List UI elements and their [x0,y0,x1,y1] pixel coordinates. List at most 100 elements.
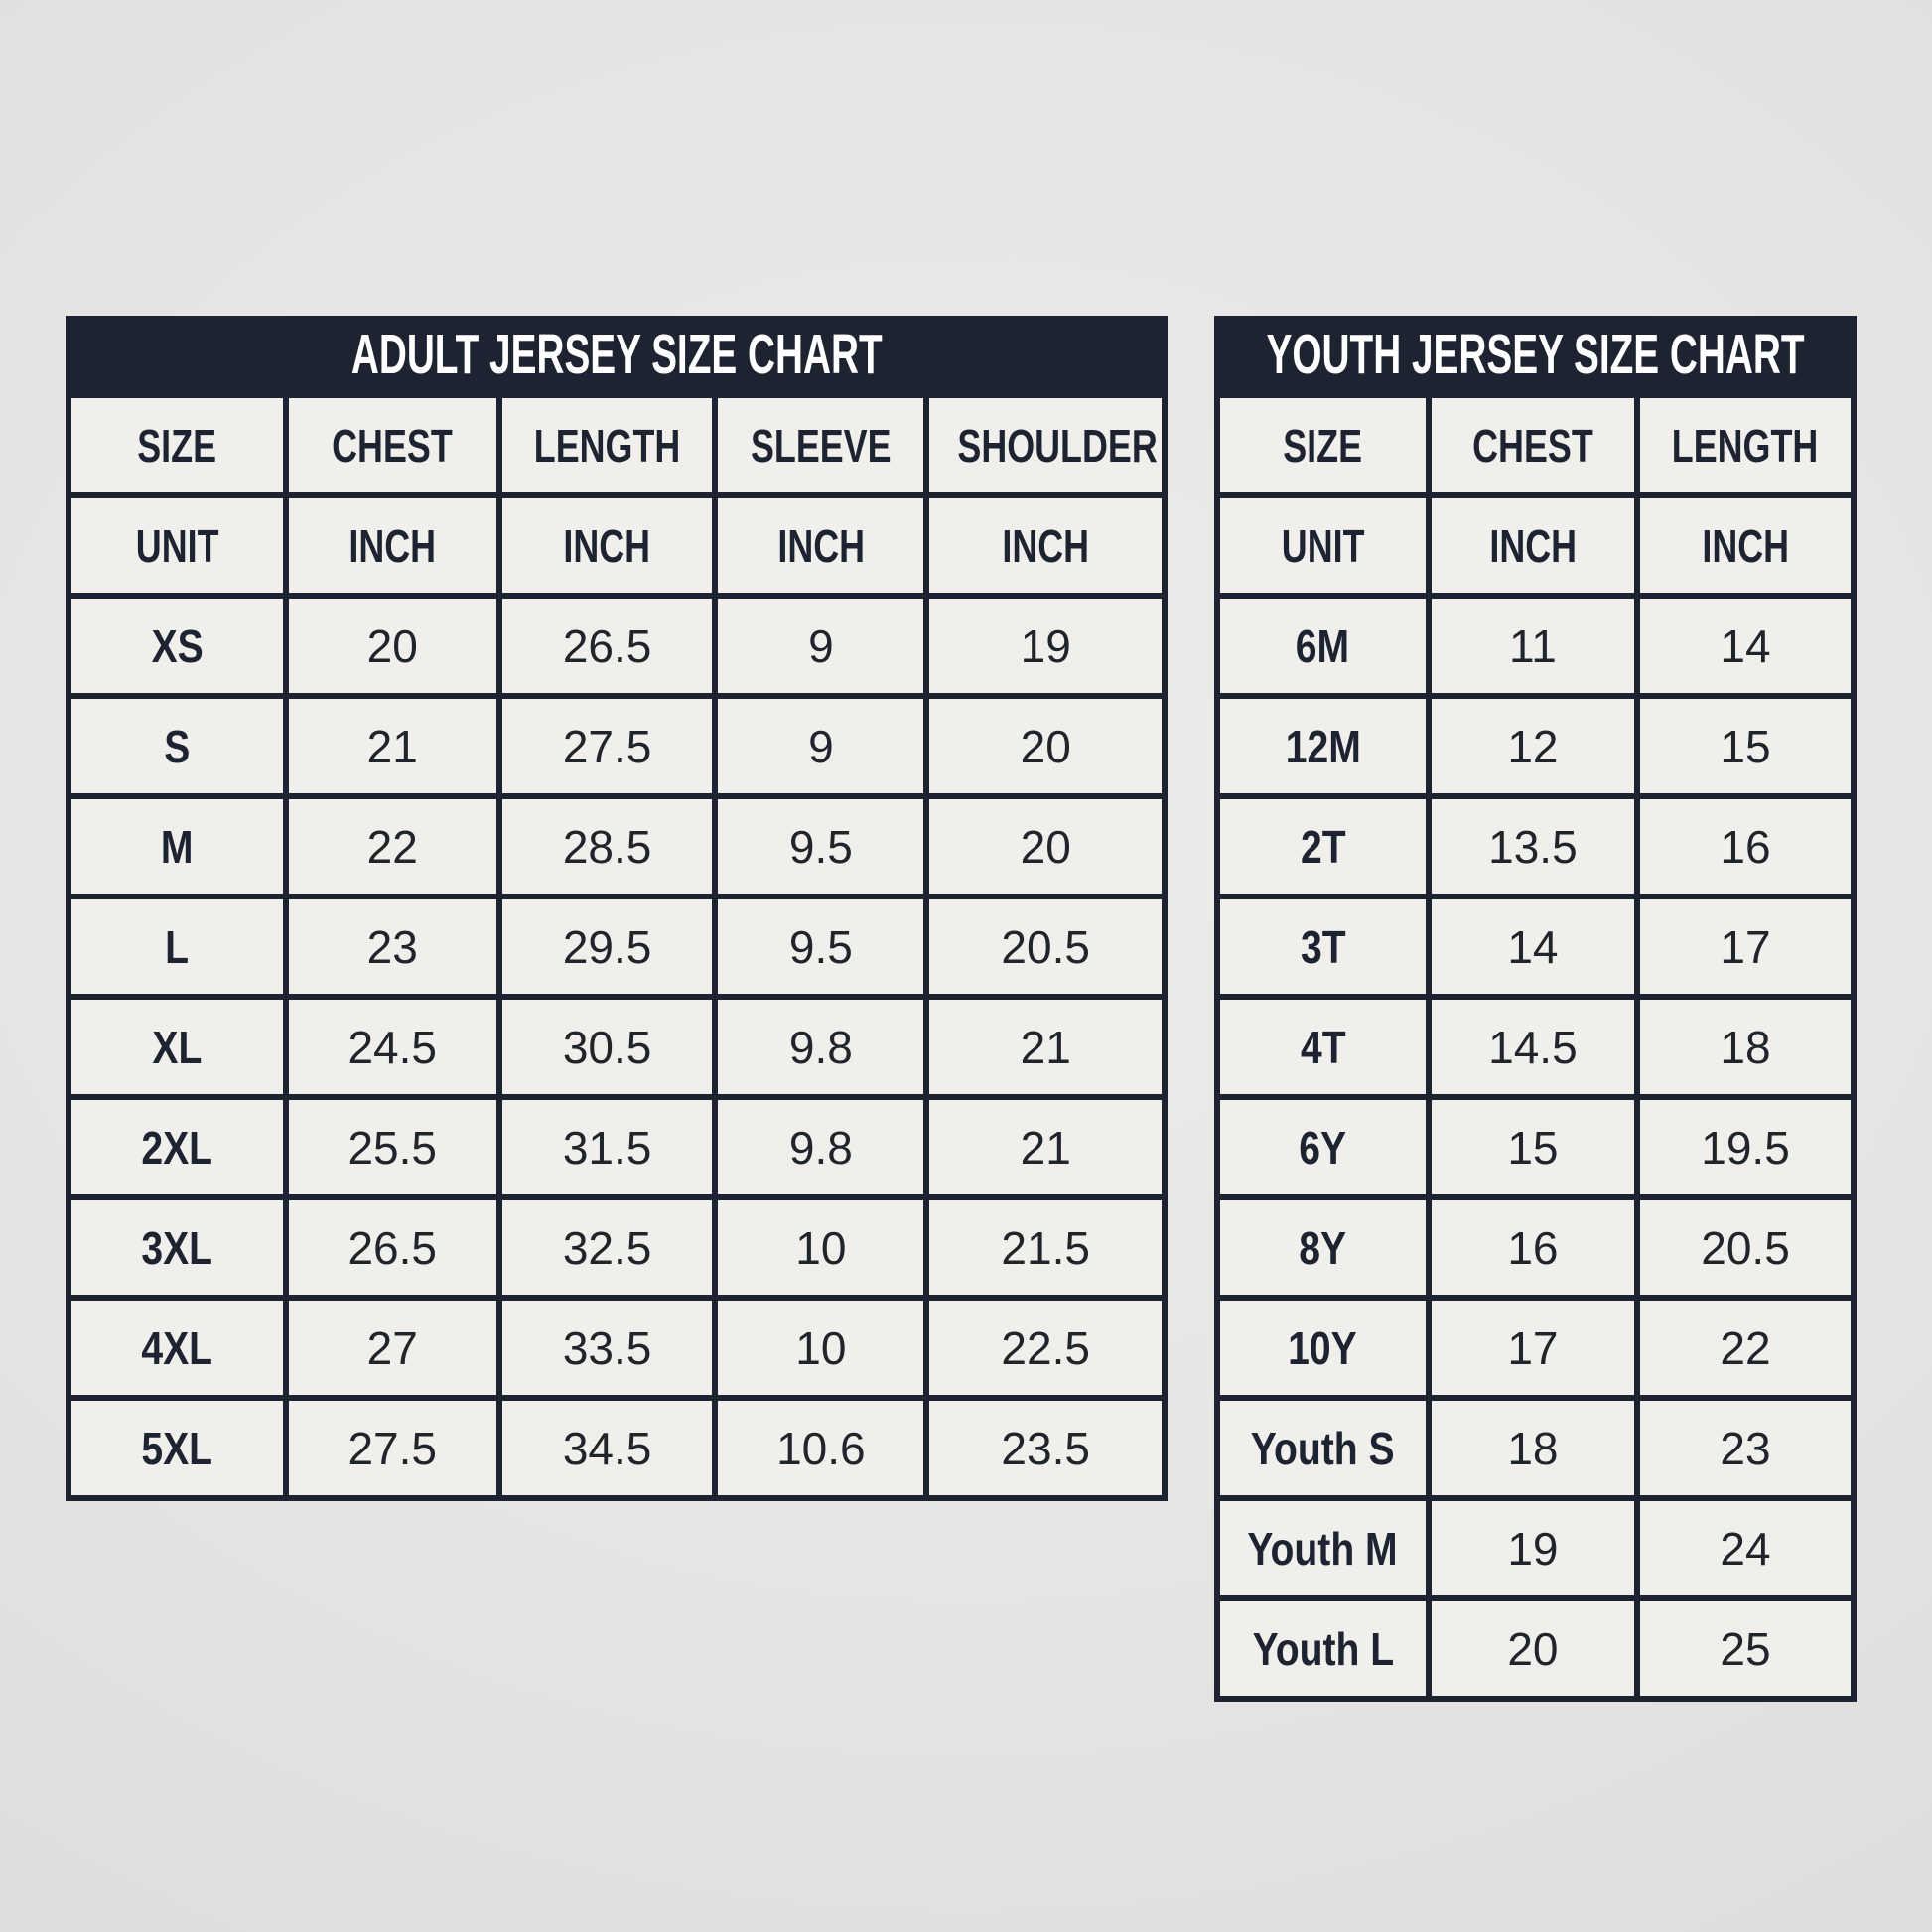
value-cell: 21.5 [923,1194,1168,1301]
table-row: M 22 28.5 9.5 20 [66,793,1168,899]
value-cell: 24 [1634,1495,1857,1601]
value-cell: 23 [1634,1395,1857,1501]
unit-label: INCH [563,519,651,572]
value-cell: 15 [1634,693,1857,799]
size-cell: S [66,693,289,799]
value-cell: 22 [282,793,502,899]
unit-cell: INCH [1425,492,1641,599]
value-cell: 23.5 [923,1395,1168,1501]
table-row: 12M 12 15 [1214,693,1857,799]
value-cell: 9.8 [712,1094,930,1200]
value-cell: 33.5 [495,1295,719,1401]
header-row: SIZE CHEST LENGTH [1214,392,1857,498]
value-cell: 21 [923,994,1168,1100]
unit-label: INCH [1702,519,1789,572]
value-cell: 27 [282,1295,502,1401]
size-label: 8Y [1299,1221,1347,1274]
size-label: XS [151,620,204,672]
table-row: XL 24.5 30.5 9.8 21 [66,994,1168,1100]
value-cell: 20 [923,693,1168,799]
value-cell: 22 [1634,1295,1857,1401]
value-cell: 26.5 [282,1194,502,1301]
size-label: 12M [1285,720,1361,772]
value-cell: 20 [923,793,1168,899]
value-cell: 9.5 [712,894,930,1000]
value-cell: 20 [1425,1595,1641,1702]
unit-row: UNIT INCH INCH [1214,492,1857,599]
unit-label: UNIT [135,519,219,572]
value-cell: 23 [282,894,502,1000]
value-cell: 9.5 [712,793,930,899]
size-label: 4XL [141,1321,213,1374]
unit-cell: INCH [923,492,1168,599]
unit-label: INCH [776,519,865,572]
youth-chart-title-bar: YOUTH JERSEY SIZE CHART [1214,316,1857,392]
size-label: 2XL [141,1121,213,1173]
size-cell: 2T [1214,793,1432,899]
size-cell: M [66,793,289,899]
table-row: S 21 27.5 9 20 [66,693,1168,799]
unit-cell: INCH [495,492,719,599]
value-cell: 18 [1634,994,1857,1100]
column-header-label: CHEST [1472,419,1593,472]
size-label: 10Y [1288,1321,1358,1374]
table-row: 3XL 26.5 32.5 10 21.5 [66,1194,1168,1301]
column-header: CHEST [1425,392,1641,498]
column-header-label: SIZE [137,419,217,472]
value-cell: 10 [712,1194,930,1301]
value-cell: 34.5 [495,1395,719,1501]
size-label: 6M [1296,620,1350,672]
value-cell: 16 [1425,1194,1641,1301]
value-cell: 10.6 [712,1395,930,1501]
table-row: 10Y 17 22 [1214,1295,1857,1401]
size-cell: 10Y [1214,1295,1432,1401]
adult-size-table: SIZE CHEST LENGTH SLEEVE SHOULDER UNIT I… [66,392,1168,1501]
table-row: Youth L 20 25 [1214,1595,1857,1702]
unit-cell: INCH [712,492,930,599]
value-cell: 9 [712,693,930,799]
adult-chart-title-bar: ADULT JERSEY SIZE CHART [66,316,1168,392]
column-header: SIZE [1214,392,1432,498]
value-cell: 24.5 [282,994,502,1100]
table-row: 6Y 15 19.5 [1214,1094,1857,1200]
value-cell: 30.5 [495,994,719,1100]
column-header: SIZE [66,392,289,498]
column-header: LENGTH [1634,392,1857,498]
value-cell: 14 [1425,894,1641,1000]
column-header-label: LENGTH [533,419,681,472]
value-cell: 19.5 [1634,1094,1857,1200]
column-header-label: LENGTH [1672,419,1819,472]
table-row: 8Y 16 20.5 [1214,1194,1857,1301]
value-cell: 22.5 [923,1295,1168,1401]
header-row: SIZE CHEST LENGTH SLEEVE SHOULDER [66,392,1168,498]
table-row: Youth M 19 24 [1214,1495,1857,1601]
value-cell: 19 [1425,1495,1641,1601]
size-label: Youth L [1252,1622,1394,1675]
value-cell: 20.5 [923,894,1168,1000]
size-cell: 12M [1214,693,1432,799]
unit-row: UNIT INCH INCH INCH INCH [66,492,1168,599]
size-label: M [160,820,194,873]
unit-cell: INCH [1634,492,1857,599]
table-row: 2T 13.5 16 [1214,793,1857,899]
value-cell: 27.5 [282,1395,502,1501]
table-row: 4T 14.5 18 [1214,994,1857,1100]
size-label: 4T [1300,1021,1346,1073]
value-cell: 13.5 [1425,793,1641,899]
value-cell: 28.5 [495,793,719,899]
column-header-label: SLEEVE [751,419,892,472]
value-cell: 32.5 [495,1194,719,1301]
column-header-label: SIZE [1283,419,1363,472]
value-cell: 19 [923,593,1168,699]
unit-label: INCH [1489,519,1577,572]
value-cell: 18 [1425,1395,1641,1501]
value-cell: 17 [1425,1295,1641,1401]
column-header: LENGTH [495,392,719,498]
size-cell: Youth M [1214,1495,1432,1601]
unit-label: UNIT [1281,519,1365,572]
value-cell: 9 [712,593,930,699]
value-cell: 21 [923,1094,1168,1200]
value-cell: 25.5 [282,1094,502,1200]
size-cell: 2XL [66,1094,289,1200]
size-cell: L [66,894,289,1000]
